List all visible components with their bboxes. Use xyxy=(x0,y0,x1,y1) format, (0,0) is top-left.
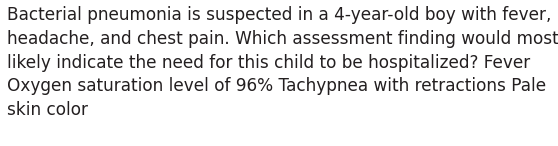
Text: Bacterial pneumonia is suspected in a 4-year-old boy with fever,
headache, and c: Bacterial pneumonia is suspected in a 4-… xyxy=(7,6,558,119)
